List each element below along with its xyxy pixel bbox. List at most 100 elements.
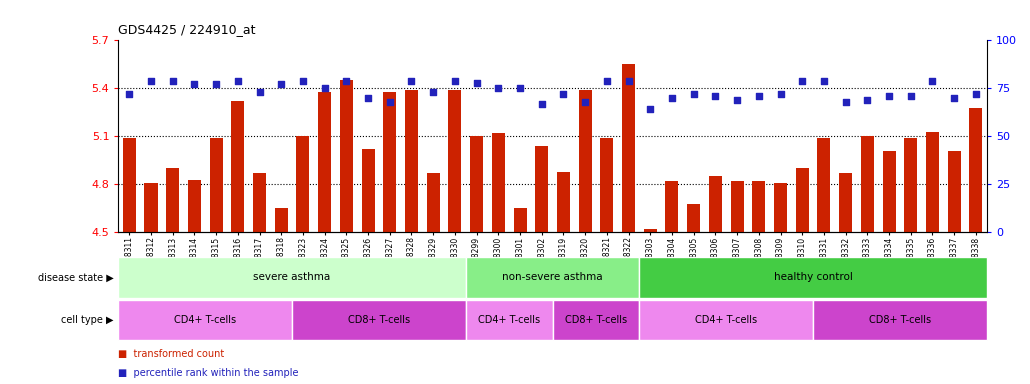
Point bbox=[685, 91, 701, 97]
Bar bbox=[640, 300, 813, 340]
Bar bbox=[123, 138, 136, 232]
Point bbox=[708, 93, 724, 99]
Bar bbox=[861, 136, 873, 232]
Bar bbox=[118, 300, 293, 340]
Text: CD8+ T-cells: CD8+ T-cells bbox=[348, 314, 410, 325]
Point bbox=[251, 89, 268, 95]
Bar bbox=[640, 257, 987, 298]
Bar bbox=[383, 91, 397, 232]
Bar bbox=[622, 64, 636, 232]
Text: disease state ▶: disease state ▶ bbox=[37, 272, 113, 283]
Point bbox=[512, 85, 528, 91]
Bar bbox=[293, 300, 466, 340]
Bar bbox=[552, 300, 640, 340]
Point bbox=[859, 97, 876, 103]
Text: CD8+ T-cells: CD8+ T-cells bbox=[869, 314, 931, 325]
Bar bbox=[579, 90, 591, 232]
Point bbox=[230, 78, 246, 84]
Point bbox=[881, 93, 897, 99]
Text: CD4+ T-cells: CD4+ T-cells bbox=[478, 314, 541, 325]
Bar bbox=[948, 151, 961, 232]
Text: GDS4425 / 224910_at: GDS4425 / 224910_at bbox=[118, 23, 255, 36]
Point bbox=[772, 91, 789, 97]
Bar bbox=[253, 173, 266, 232]
Bar bbox=[118, 257, 466, 298]
Point bbox=[642, 106, 658, 113]
Text: cell type ▶: cell type ▶ bbox=[61, 314, 113, 325]
Text: CD8+ T-cells: CD8+ T-cells bbox=[564, 314, 627, 325]
Bar bbox=[275, 208, 287, 232]
Point bbox=[490, 85, 507, 91]
Bar bbox=[426, 173, 440, 232]
Bar bbox=[600, 138, 614, 232]
Bar bbox=[665, 181, 679, 232]
Bar bbox=[470, 136, 483, 232]
Point bbox=[381, 99, 398, 105]
Bar bbox=[466, 257, 640, 298]
Point bbox=[555, 91, 572, 97]
Text: ■  transformed count: ■ transformed count bbox=[118, 349, 225, 359]
Text: CD4+ T-cells: CD4+ T-cells bbox=[695, 314, 757, 325]
Point bbox=[620, 78, 637, 84]
Bar bbox=[752, 181, 765, 232]
Bar bbox=[687, 204, 700, 232]
Point bbox=[751, 93, 767, 99]
Point bbox=[316, 85, 333, 91]
Point bbox=[359, 95, 376, 101]
Bar bbox=[818, 138, 830, 232]
Point bbox=[404, 78, 420, 84]
Point bbox=[598, 78, 615, 84]
Point bbox=[165, 78, 181, 84]
Point bbox=[273, 81, 289, 88]
Bar bbox=[813, 300, 987, 340]
Bar bbox=[709, 176, 722, 232]
Point bbox=[295, 78, 311, 84]
Point bbox=[816, 78, 832, 84]
Text: healthy control: healthy control bbox=[774, 272, 853, 283]
Bar bbox=[144, 183, 158, 232]
Point bbox=[729, 97, 746, 103]
Bar bbox=[644, 229, 657, 232]
Point bbox=[186, 81, 203, 88]
Text: ■  percentile rank within the sample: ■ percentile rank within the sample bbox=[118, 368, 299, 378]
Bar bbox=[514, 208, 526, 232]
Point bbox=[338, 78, 354, 84]
Point bbox=[924, 78, 940, 84]
Bar bbox=[969, 108, 983, 232]
Bar bbox=[536, 146, 548, 232]
Bar bbox=[187, 179, 201, 232]
Point bbox=[663, 95, 680, 101]
Bar bbox=[883, 151, 895, 232]
Point bbox=[794, 78, 811, 84]
Point bbox=[469, 79, 485, 86]
Point bbox=[447, 78, 464, 84]
Point bbox=[208, 81, 225, 88]
Point bbox=[946, 95, 962, 101]
Bar bbox=[904, 138, 918, 232]
Bar bbox=[166, 168, 179, 232]
Bar bbox=[926, 131, 939, 232]
Bar bbox=[730, 181, 744, 232]
Bar bbox=[557, 172, 570, 232]
Point bbox=[577, 99, 593, 105]
Bar bbox=[796, 168, 809, 232]
Point bbox=[837, 99, 854, 105]
Point bbox=[967, 91, 984, 97]
Bar bbox=[340, 80, 353, 232]
Point bbox=[122, 91, 138, 97]
Point bbox=[534, 101, 550, 107]
Text: non-severe asthma: non-severe asthma bbox=[503, 272, 603, 283]
Bar bbox=[318, 91, 332, 232]
Point bbox=[902, 93, 919, 99]
Bar bbox=[448, 90, 461, 232]
Bar bbox=[839, 173, 852, 232]
Bar bbox=[362, 149, 375, 232]
Bar bbox=[232, 101, 244, 232]
Point bbox=[143, 78, 160, 84]
Point bbox=[425, 89, 442, 95]
Bar bbox=[405, 90, 418, 232]
Text: severe asthma: severe asthma bbox=[253, 272, 331, 283]
Bar bbox=[210, 138, 222, 232]
Bar bbox=[491, 133, 505, 232]
Bar bbox=[297, 136, 309, 232]
